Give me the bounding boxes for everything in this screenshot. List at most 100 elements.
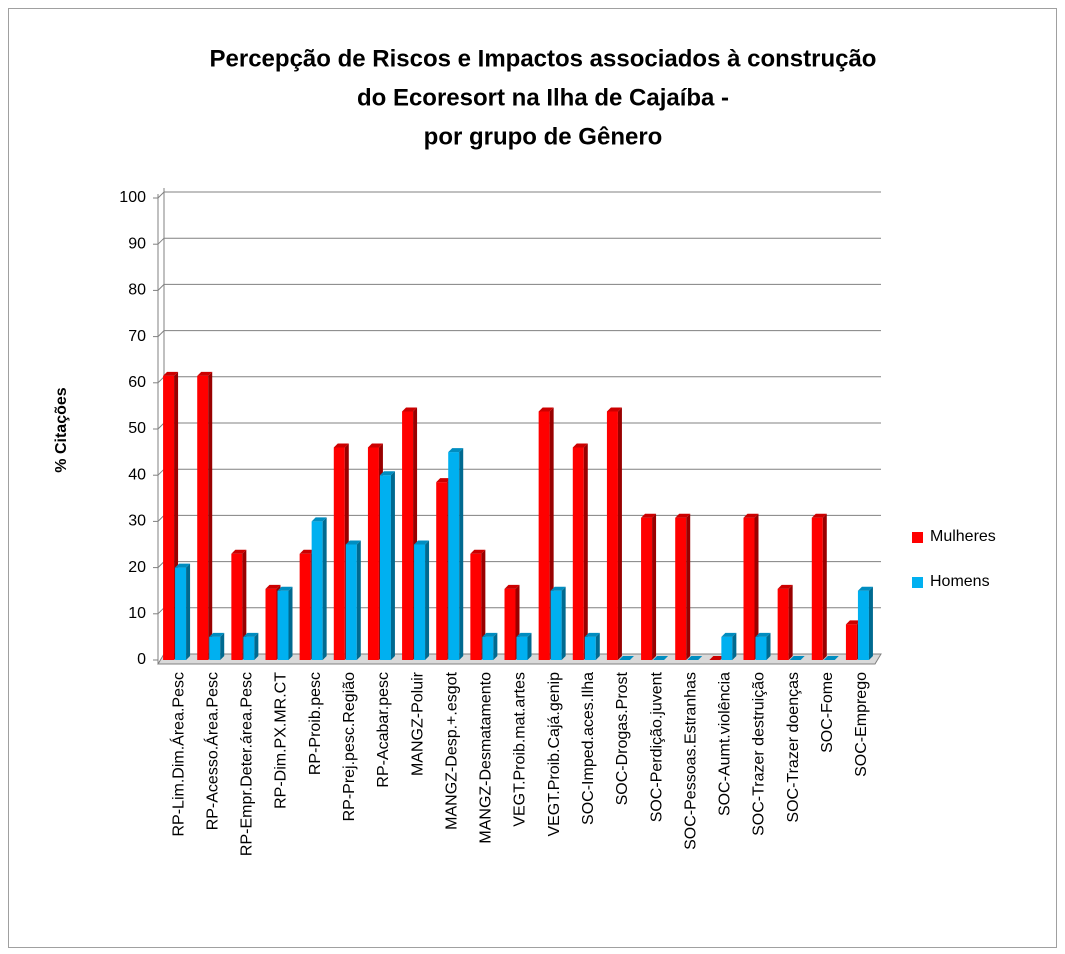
bar [209, 636, 221, 660]
y-tick-label: 30 [128, 513, 146, 530]
y-tick-label: 70 [128, 328, 146, 345]
x-tick-label: RP-Lim.Dim.Área.Pesc [168, 672, 187, 836]
legend-swatch [912, 577, 923, 588]
bar [414, 544, 426, 660]
bar [755, 636, 767, 660]
bar-top [641, 513, 657, 518]
x-tick-label: RP-Acesso.Área.Pesc [202, 672, 221, 830]
x-tick-label: RP-Proib.pesc [307, 672, 324, 775]
bar-side [242, 549, 247, 660]
bar-side [686, 513, 691, 660]
chart-title: Percepção de Riscos e Impactos associado… [210, 45, 877, 72]
bar-top [618, 656, 634, 660]
bar-top [175, 563, 191, 568]
bar-top [402, 407, 418, 412]
legend-label: Mulheres [930, 528, 996, 545]
bar-side [583, 443, 588, 660]
bar-side [208, 371, 213, 660]
bar [345, 544, 357, 660]
bar-top [743, 513, 759, 518]
y-tick-label: 10 [128, 605, 146, 622]
x-tick-label: RP-Dim.PX.MR.CT [273, 672, 290, 809]
grid-line [157, 237, 165, 245]
bar-top [265, 584, 281, 589]
bar [538, 411, 550, 660]
bar [606, 411, 618, 660]
bar-top [231, 549, 247, 554]
bar-top [709, 656, 725, 660]
bar-side [288, 586, 293, 660]
bar-top [675, 513, 691, 518]
bar-top [197, 371, 213, 376]
legend-swatch [912, 532, 923, 543]
grid-line [157, 376, 165, 384]
bar [777, 588, 789, 660]
grid-line [157, 330, 165, 337]
bar [367, 447, 379, 660]
x-tick-label: RP-Acabar.pesc [375, 672, 392, 788]
x-tick-label: MANGZ-Poluir [409, 671, 426, 776]
x-tick-label: SOC-Imped.aces.Ilha [580, 672, 597, 825]
grid-line [157, 561, 165, 568]
bar-top [777, 584, 793, 589]
chart-title: por grupo de Gênero [424, 123, 663, 150]
bar-side [754, 513, 759, 660]
x-tick-label: VEGT.Proib.mat.artes [512, 672, 529, 827]
bar-top [550, 586, 566, 591]
bar-top [436, 478, 452, 483]
y-tick-label: 100 [119, 189, 146, 206]
grid-line [157, 515, 165, 522]
bar-side [561, 586, 566, 660]
bar-top [277, 586, 293, 591]
y-tick-label: 40 [128, 466, 146, 483]
bar-side [766, 632, 771, 660]
bar-top [209, 632, 225, 637]
bar-side [459, 448, 464, 660]
x-tick-label: SOC-Drogas.Prost [614, 671, 631, 805]
bar-side [788, 584, 793, 660]
bar-top [823, 656, 839, 660]
bar-top [845, 620, 861, 625]
y-tick-label: 90 [128, 235, 146, 252]
bar-top [311, 517, 327, 522]
x-tick-label: SOC-Trazer doenças [785, 672, 802, 823]
bar [277, 590, 289, 660]
bar [550, 590, 562, 660]
bar-side [732, 632, 737, 660]
bar [584, 636, 596, 660]
bar [333, 447, 345, 660]
y-tick-label: 50 [128, 420, 146, 437]
bar-top [504, 584, 520, 589]
bar [402, 411, 414, 660]
bar-side [822, 513, 827, 660]
bar-top [516, 632, 532, 637]
bar-side [595, 632, 600, 660]
x-tick-label: SOC-Aumt.violência [717, 672, 734, 816]
grid-line [157, 191, 165, 199]
x-tick-label: SOC-Trazer destruição [751, 672, 768, 836]
bar-top [538, 407, 554, 412]
bar-top [811, 513, 827, 518]
bar [299, 553, 311, 660]
bar-top [584, 632, 600, 637]
y-tick-label: 80 [128, 282, 146, 299]
x-tick-label: SOC-Pessoas.Estranhas [682, 672, 699, 850]
bar-side [356, 540, 361, 660]
y-tick-label: 60 [128, 374, 146, 391]
chart-title: do Ecoresort na Ilha de Cajaíba - [357, 84, 729, 111]
y-axis-label: % Citações [53, 387, 70, 472]
bar [504, 588, 516, 660]
bar-side [186, 563, 191, 660]
bar [482, 636, 494, 660]
bar-side [322, 517, 327, 660]
x-tick-label: SOC-Fome [819, 672, 836, 753]
bar-top [299, 549, 315, 554]
bar-top [414, 540, 430, 545]
bar [448, 452, 460, 660]
bar [743, 517, 755, 660]
x-tick-label: MANGZ-Desp.+.esgot [443, 671, 460, 829]
grid-line [157, 468, 165, 476]
bar-top [243, 632, 259, 637]
bar [811, 517, 823, 660]
bar-top [606, 407, 622, 412]
